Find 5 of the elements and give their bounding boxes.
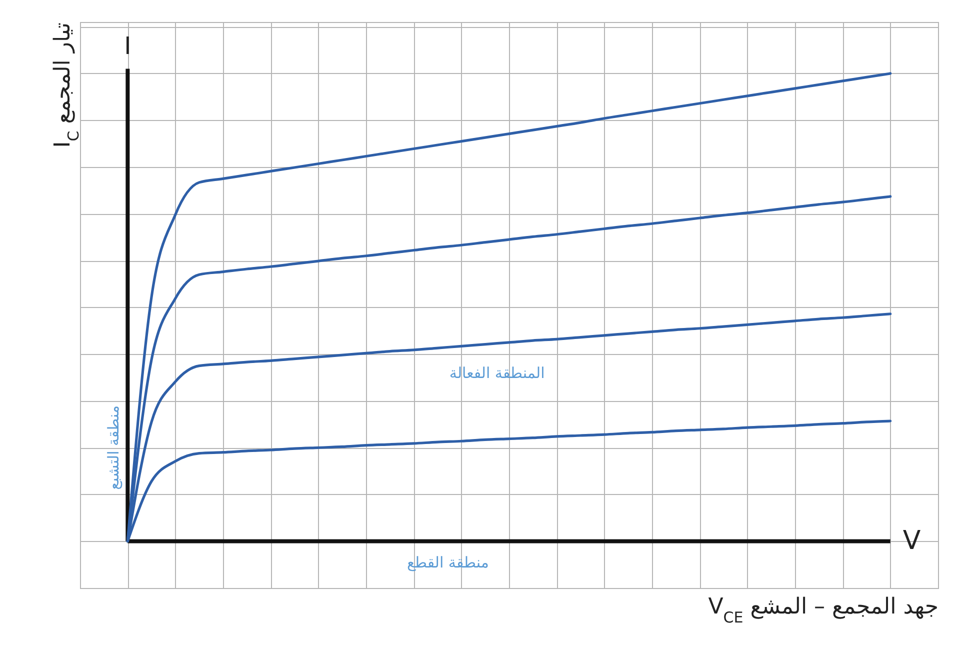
text: I — [124, 32, 132, 60]
text: منطقة القطع — [407, 553, 489, 572]
text: منطقة التشبع — [104, 405, 122, 490]
annotation: المنطقة الفعالة — [449, 364, 545, 382]
text: V — [902, 526, 921, 556]
